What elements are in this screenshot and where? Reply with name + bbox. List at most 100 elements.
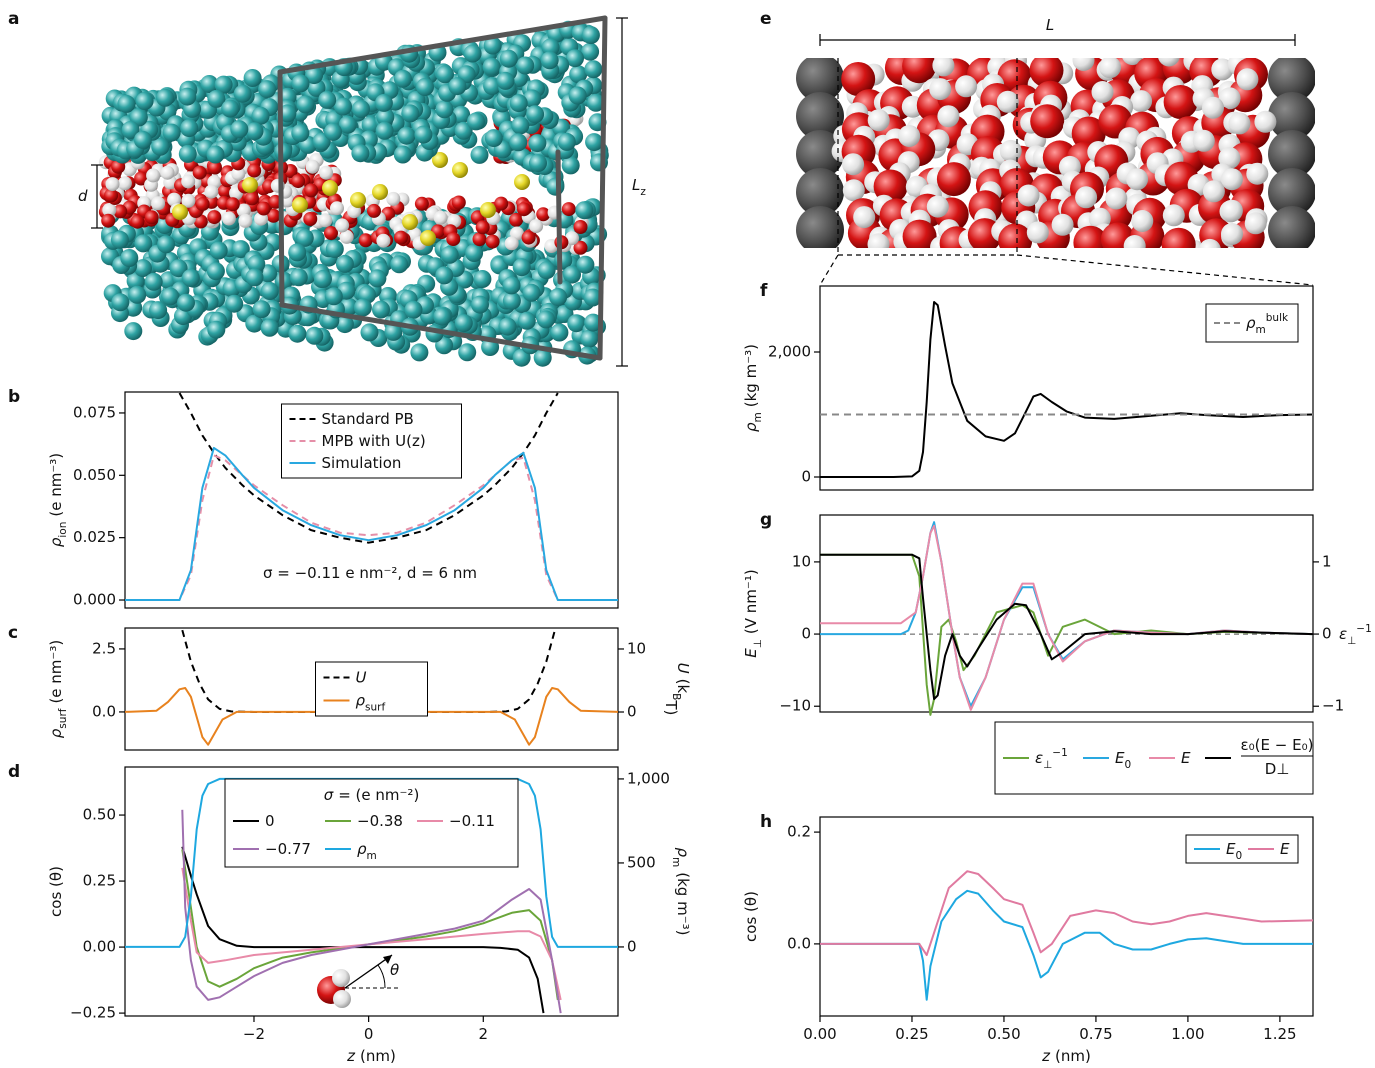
panel-label: d	[8, 762, 20, 782]
atom	[932, 58, 955, 77]
atom	[902, 219, 937, 248]
atom	[573, 220, 588, 234]
atom	[368, 269, 387, 288]
panel-label: h	[760, 812, 772, 832]
atom	[1221, 223, 1243, 245]
atom	[233, 84, 252, 103]
atom	[120, 249, 139, 267]
atom	[225, 197, 240, 212]
x-tick-label: 0	[364, 1025, 374, 1043]
legend-label: E0	[1115, 749, 1131, 771]
y2-tick-label: 0	[627, 937, 637, 955]
atom	[842, 179, 865, 202]
atom	[1091, 81, 1114, 103]
atom	[502, 276, 521, 295]
series-line	[181, 809, 562, 1014]
label-symbol: σ	[324, 786, 334, 804]
atom	[384, 322, 403, 341]
atom	[467, 112, 485, 131]
atom	[245, 191, 259, 206]
label-symbol: U	[356, 669, 367, 687]
atom	[353, 298, 372, 317]
x-tick-label: 0.25	[895, 1025, 928, 1043]
atom	[162, 123, 181, 142]
atom	[504, 236, 519, 251]
label-sub: m	[1256, 324, 1266, 336]
legend-box	[1205, 303, 1299, 343]
atom	[1072, 58, 1095, 71]
atom	[214, 75, 233, 94]
atom	[334, 97, 352, 116]
atom	[955, 75, 978, 98]
atom	[208, 160, 222, 175]
zoom-guides	[819, 58, 1314, 286]
box-edge	[277, 15, 608, 75]
atom	[471, 295, 489, 314]
atom	[1162, 204, 1185, 227]
label-symbol: ρ	[356, 692, 366, 710]
atom	[200, 75, 219, 93]
atom	[533, 348, 552, 367]
atom	[796, 168, 844, 216]
length-label: L	[1046, 16, 1054, 34]
atom	[569, 65, 588, 84]
label-unit: (e nm⁻³)	[47, 640, 65, 704]
atom	[217, 183, 232, 198]
atom	[999, 139, 1022, 162]
atom	[252, 300, 271, 319]
atom	[230, 120, 249, 139]
atom	[454, 121, 473, 140]
guide-line	[1016, 254, 1314, 286]
atom	[238, 213, 253, 228]
legend-label: ρsurf	[356, 692, 386, 714]
atom	[435, 100, 454, 119]
atom	[557, 132, 576, 151]
atom	[529, 219, 544, 234]
y-tick-label: 0.0	[787, 934, 811, 952]
atom	[996, 90, 1019, 113]
y-tick-label: 0.0	[92, 702, 116, 720]
label-unit: cos (θ)	[47, 866, 65, 917]
atom	[160, 165, 175, 180]
atom	[303, 212, 318, 226]
height-label: Lz	[632, 176, 646, 198]
label-symbol: ρ	[357, 840, 367, 858]
atom	[796, 130, 844, 178]
atom	[432, 152, 448, 168]
atom	[338, 115, 357, 134]
y2-tick-label: 0	[1322, 625, 1332, 643]
atom	[117, 94, 136, 113]
atom	[436, 65, 454, 84]
atom	[867, 109, 890, 132]
x-tick-label: 0.50	[987, 1025, 1020, 1043]
atom	[841, 62, 876, 96]
atom	[292, 197, 308, 213]
atom	[1218, 87, 1241, 110]
atom	[502, 291, 521, 310]
atom	[998, 223, 1033, 248]
atom	[144, 272, 163, 291]
atom	[319, 165, 334, 180]
box-edge	[555, 149, 563, 285]
label-sub: ion	[57, 522, 69, 538]
atom	[390, 255, 409, 274]
atom	[867, 233, 890, 248]
atom	[318, 213, 333, 228]
x-tick-label: 2	[479, 1025, 489, 1043]
label-symbol: z	[1041, 1047, 1051, 1065]
atom	[485, 234, 500, 249]
atom	[465, 244, 484, 262]
x-tick-label: 0.00	[803, 1025, 836, 1043]
label-sub: m	[752, 412, 764, 422]
atom	[225, 294, 244, 313]
atom	[111, 293, 130, 312]
atom	[305, 66, 324, 85]
atom	[339, 229, 354, 244]
label-sub: ⊥	[1347, 635, 1356, 647]
y-tick-label: 2,000	[768, 343, 811, 361]
atom	[350, 192, 366, 208]
atom	[231, 240, 250, 259]
label-symbol: ε	[1339, 625, 1347, 643]
atom	[335, 315, 354, 334]
label-unit: (nm)	[360, 1047, 396, 1065]
